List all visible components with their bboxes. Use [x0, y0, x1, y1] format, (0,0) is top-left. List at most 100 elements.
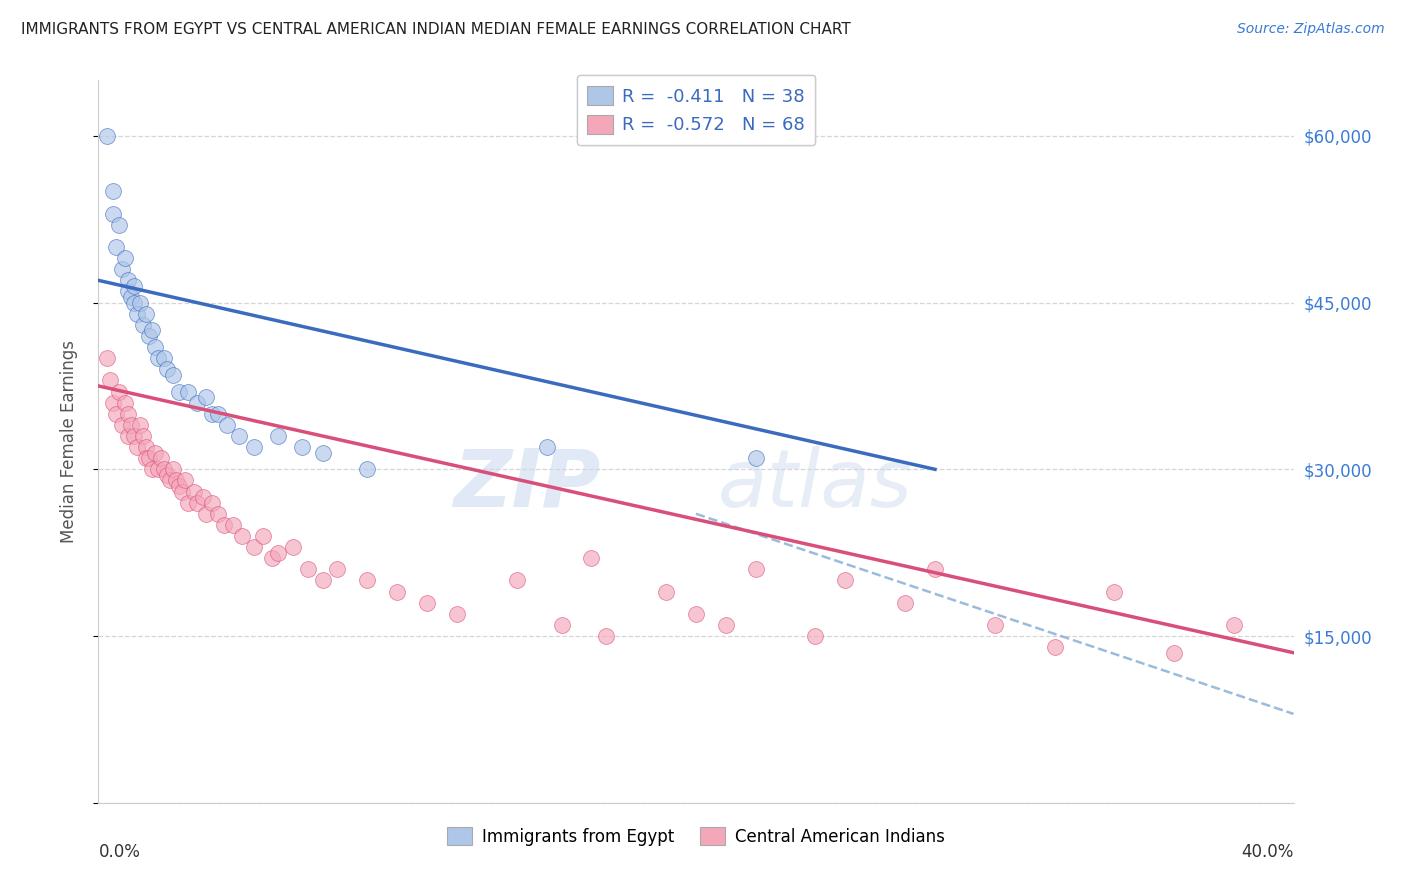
Text: Source: ZipAtlas.com: Source: ZipAtlas.com [1237, 22, 1385, 37]
Point [143, 340, 166, 354]
Point [894, 596, 917, 610]
Point [252, 529, 274, 543]
Point [177, 384, 200, 399]
Point [260, 551, 283, 566]
Point [117, 285, 139, 299]
Point [103, 207, 125, 221]
Point [311, 574, 333, 588]
Point [174, 474, 197, 488]
Text: IMMIGRANTS FROM EGYPT VS CENTRAL AMERICAN INDIAN MEDIAN FEMALE EARNINGS CORRELAT: IMMIGRANTS FROM EGYPT VS CENTRAL AMERICA… [21, 22, 851, 37]
Point [111, 417, 134, 432]
Text: 0.0%: 0.0% [98, 843, 141, 861]
Point [96, 351, 118, 366]
Point [114, 395, 136, 409]
Point [186, 395, 208, 409]
Point [162, 368, 184, 382]
Point [117, 273, 139, 287]
Point [167, 384, 190, 399]
Point [655, 584, 678, 599]
Point [1163, 646, 1185, 660]
Point [207, 407, 229, 421]
Point [124, 279, 146, 293]
Point [159, 474, 181, 488]
Point [243, 540, 266, 554]
Point [103, 185, 125, 199]
Point [132, 429, 155, 443]
Point [228, 429, 250, 443]
Point [745, 451, 768, 466]
Y-axis label: Median Female Earnings: Median Female Earnings [59, 340, 77, 543]
Point [135, 440, 157, 454]
Point [191, 490, 214, 504]
Point [129, 417, 152, 432]
Text: 40.0%: 40.0% [1241, 843, 1294, 861]
Point [138, 329, 160, 343]
Point [105, 407, 128, 421]
Point [356, 462, 378, 476]
Point [124, 429, 146, 443]
Point [177, 496, 200, 510]
Point [148, 462, 170, 476]
Point [117, 407, 139, 421]
Point [804, 629, 827, 643]
Point [222, 517, 245, 532]
Point [120, 417, 142, 432]
Text: atlas: atlas [718, 446, 912, 524]
Point [550, 618, 572, 632]
Point [129, 295, 152, 310]
Point [156, 362, 179, 376]
Point [153, 351, 176, 366]
Point [141, 323, 163, 337]
Point [685, 607, 707, 621]
Legend: R =  -0.411   N = 38, R =  -0.572   N = 68: R = -0.411 N = 38, R = -0.572 N = 68 [576, 75, 815, 145]
Point [297, 562, 319, 576]
Point [984, 618, 1007, 632]
Point [172, 484, 194, 499]
Point [215, 417, 238, 432]
Point [506, 574, 529, 588]
Point [416, 596, 439, 610]
Point [138, 451, 160, 466]
Point [127, 307, 149, 321]
Point [183, 484, 205, 499]
Point [186, 496, 208, 510]
Text: ZIP: ZIP [453, 446, 600, 524]
Point [243, 440, 266, 454]
Point [1043, 640, 1066, 655]
Point [267, 429, 290, 443]
Point [114, 251, 136, 265]
Point [135, 451, 157, 466]
Point [385, 584, 409, 599]
Point [446, 607, 468, 621]
Point [105, 240, 128, 254]
Point [162, 462, 184, 476]
Point [135, 307, 157, 321]
Point [356, 574, 378, 588]
Point [267, 546, 290, 560]
Point [165, 474, 187, 488]
Point [195, 507, 218, 521]
Point [143, 445, 166, 459]
Point [595, 629, 617, 643]
Point [124, 295, 146, 310]
Point [150, 451, 173, 466]
Point [98, 373, 122, 387]
Point [195, 390, 218, 404]
Point [834, 574, 856, 588]
Point [536, 440, 558, 454]
Point [207, 507, 229, 521]
Point [111, 262, 134, 277]
Point [108, 384, 131, 399]
Point [141, 462, 163, 476]
Point [326, 562, 349, 576]
Point [96, 128, 118, 143]
Point [103, 395, 125, 409]
Point [1104, 584, 1126, 599]
Point [108, 218, 131, 232]
Point [281, 540, 304, 554]
Point [581, 551, 603, 566]
Point [924, 562, 946, 576]
Point [291, 440, 314, 454]
Point [156, 467, 179, 482]
Point [117, 429, 139, 443]
